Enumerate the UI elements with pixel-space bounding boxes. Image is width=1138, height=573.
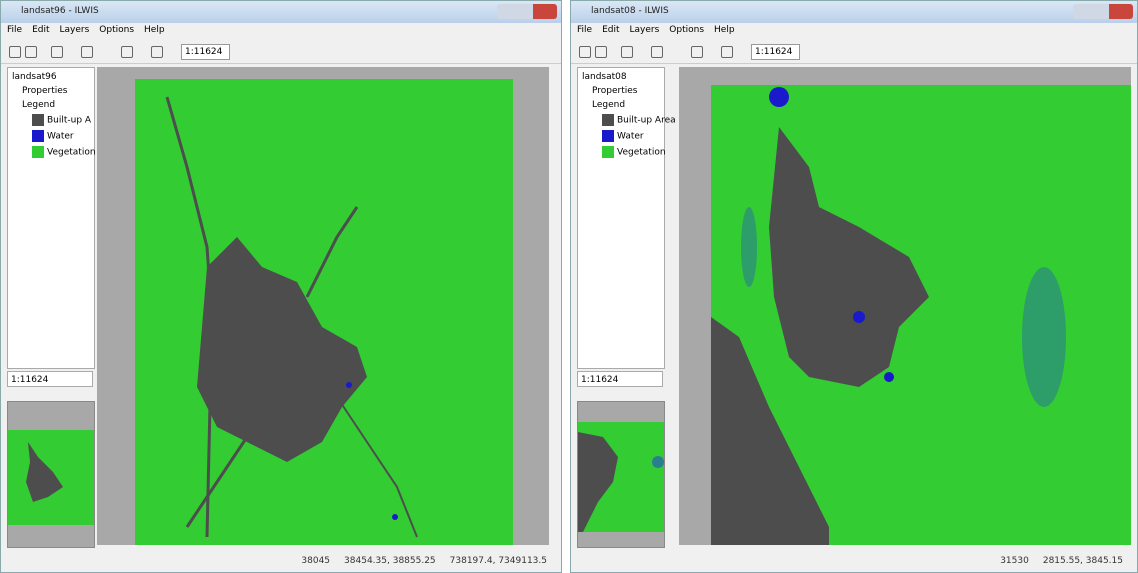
overview-map xyxy=(578,402,664,547)
legend-swatch xyxy=(32,114,44,126)
menu-item[interactable]: Edit xyxy=(602,25,619,39)
status-field: 2815.55, 3845.15 xyxy=(1043,556,1123,566)
tool-button[interactable] xyxy=(651,46,663,58)
menu-item[interactable]: Options xyxy=(99,25,134,39)
tool-button[interactable] xyxy=(51,46,63,58)
legend-label: Built-up Area xyxy=(617,116,676,126)
tool-button[interactable] xyxy=(25,46,37,58)
menu-bar: File Edit Layers Options Help xyxy=(577,25,735,39)
tree-node[interactable]: Legend xyxy=(22,100,55,110)
tree-node[interactable]: Properties xyxy=(22,86,67,96)
menu-item[interactable]: Help xyxy=(144,25,165,39)
coordinate-box: 1:11624 xyxy=(577,371,663,387)
status-field: 738197.4, 7349113.5 xyxy=(450,556,547,566)
tree-root[interactable]: landsat08 xyxy=(582,72,627,82)
tree-node[interactable]: Properties xyxy=(592,86,637,96)
menu-item[interactable]: File xyxy=(7,25,22,39)
tool-button[interactable] xyxy=(721,46,733,58)
legend-item: Water xyxy=(32,130,74,142)
status-field: 31530 xyxy=(1000,556,1029,566)
tool-button[interactable] xyxy=(595,46,607,58)
tool-button[interactable] xyxy=(691,46,703,58)
window: landsat96 - ILWIS File Edit Layers Options H… xyxy=(0,0,562,573)
tree-root[interactable]: landsat96 xyxy=(12,72,57,82)
menu-item[interactable]: Layers xyxy=(60,25,90,39)
legend-swatch xyxy=(602,130,614,142)
legend-item: Vegetation xyxy=(602,146,666,158)
legend-label: Water xyxy=(47,132,74,142)
title-bar: landsat96 - ILWIS xyxy=(1,1,561,23)
legend-label: Vegetation xyxy=(47,148,96,158)
overview-map xyxy=(8,402,94,547)
legend-swatch xyxy=(32,146,44,158)
legend-item: Built-up A xyxy=(32,114,91,126)
map xyxy=(97,67,549,545)
window-controls[interactable] xyxy=(497,4,557,19)
status-bar: 38045 38454.35, 38855.25 738197.4, 7349113… xyxy=(1,549,561,573)
page: landsat96 - ILWIS File Edit Layers Options H… xyxy=(0,0,1138,573)
tool-button[interactable] xyxy=(121,46,133,58)
legend-swatch xyxy=(602,146,614,158)
legend-item: Vegetation xyxy=(32,146,96,158)
status-field: 38045 xyxy=(301,556,330,566)
map xyxy=(679,67,1131,545)
menu-item[interactable]: File xyxy=(577,25,592,39)
window-title: landsat96 - ILWIS xyxy=(21,6,99,16)
coordinate-box: 1:11624 xyxy=(7,371,93,387)
title-bar: landsat08 - ILWIS xyxy=(571,1,1137,23)
legend-item: Water xyxy=(602,130,644,142)
scale-box[interactable]: 1:11624 xyxy=(181,44,230,60)
map-view[interactable] xyxy=(97,67,549,545)
legend-label: Water xyxy=(617,132,644,142)
legend-swatch xyxy=(602,114,614,126)
window: landsat08 - ILWIS File Edit Layers Options H… xyxy=(570,0,1138,573)
menu-item[interactable]: Layers xyxy=(630,25,660,39)
tool-button[interactable] xyxy=(81,46,93,58)
tool-button[interactable] xyxy=(151,46,163,58)
menu-item[interactable]: Edit xyxy=(32,25,49,39)
layer-tree: landsat96 Properties Legend Built-up A Water… xyxy=(7,67,95,369)
menu-item[interactable]: Options xyxy=(669,25,704,39)
tool-button[interactable] xyxy=(579,46,591,58)
toolbar: 1:11624 xyxy=(571,41,1137,64)
window-title: landsat08 - ILWIS xyxy=(591,6,669,16)
legend-swatch xyxy=(32,130,44,142)
toolbar: 1:11624 xyxy=(1,41,561,64)
overview xyxy=(577,401,665,548)
legend-item: Built-up Area xyxy=(602,114,676,126)
overview xyxy=(7,401,95,548)
scale-box[interactable]: 1:11624 xyxy=(751,44,800,60)
status-bar: 31530 2815.55, 3845.15 xyxy=(571,549,1137,573)
tree-node[interactable]: Legend xyxy=(592,100,625,110)
legend-label: Built-up A xyxy=(47,116,91,126)
window-controls[interactable] xyxy=(1073,4,1133,19)
menu-item[interactable]: Help xyxy=(714,25,735,39)
menu-bar: File Edit Layers Options Help xyxy=(7,25,165,39)
legend-label: Vegetation xyxy=(617,148,666,158)
tool-button[interactable] xyxy=(9,46,21,58)
tool-button[interactable] xyxy=(621,46,633,58)
map-view[interactable] xyxy=(679,67,1131,545)
status-field: 38454.35, 38855.25 xyxy=(344,556,436,566)
